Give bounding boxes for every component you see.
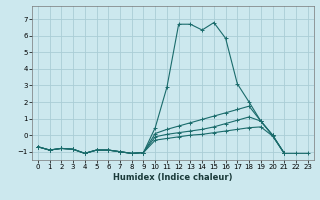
X-axis label: Humidex (Indice chaleur): Humidex (Indice chaleur) <box>113 173 233 182</box>
